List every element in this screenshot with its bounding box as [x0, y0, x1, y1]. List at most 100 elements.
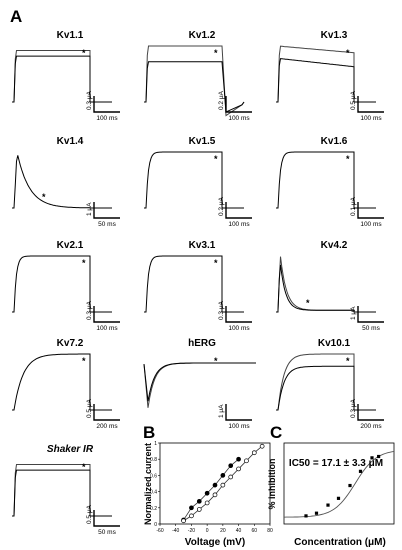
current-trace [276, 151, 376, 209]
scale-bar-current: 0.2 μA [218, 196, 225, 216]
scale-bar-time: 100 ms [360, 115, 382, 122]
scale-bar-current: 0.3 μA [218, 300, 225, 320]
scale-bar [225, 96, 252, 113]
ic50-annotation: IC50 = 17.1 ± 3.3 μM [289, 458, 383, 469]
gv-y-axis-label: Normalized current [143, 443, 153, 525]
current-trace [12, 155, 112, 209]
control-marker: * [346, 154, 350, 164]
scale-bar-current: 0.5 μA [86, 504, 93, 524]
gv-x-tick-label: 60 [252, 528, 258, 534]
scale-bar-time: 100 ms [96, 115, 118, 122]
current-trace [144, 255, 244, 313]
gv-curve-panel: -60 -40 -20 0 20 40 60 80 0 0.2 0.4 0.6 0.8 1 Voltage… [143, 441, 273, 548]
gv-x-tick-label: 80 [267, 528, 273, 534]
control-marker: * [346, 356, 350, 366]
current-trace [12, 50, 112, 103]
dose-response-panel: IC50 = 17.1 ± 3.3 μM Concentration (μM) … [267, 442, 395, 548]
scale-bar-time: 100 ms [228, 423, 250, 430]
inhibition-point [348, 483, 352, 488]
gv-x-tick-label: 40 [236, 528, 242, 534]
scale-bar [357, 202, 384, 219]
gv-y-tick-label: 0.6 [150, 473, 157, 479]
gv-y-tick-label: 0.8 [150, 457, 157, 463]
control-marker: * [82, 48, 86, 58]
scale-bar-time: 200 ms [96, 423, 118, 430]
scale-bar-time: 50 ms [98, 221, 116, 228]
gv-point-drug [220, 482, 226, 488]
control-marker: * [214, 154, 218, 164]
gv-point-drug [189, 513, 194, 519]
gv-point-control [212, 482, 218, 488]
gv-y-tick-label: 0.4 [150, 490, 157, 496]
scale-bar-current: 0.2 μA [218, 90, 225, 110]
trace-title: Kv1.3 [321, 30, 348, 41]
scale-bar-current: 1 μA [86, 202, 93, 216]
panel-label-a: A [10, 7, 22, 26]
gv-point-drug [244, 458, 249, 464]
inhibition-point [358, 469, 363, 473]
current-trace [12, 255, 112, 313]
scale-bar [93, 404, 120, 421]
trace-panel-kv14: Kv1.4 * 1 μA 50 ms [12, 136, 120, 228]
dose-data-points [283, 450, 395, 518]
gv-point-drug [236, 466, 241, 472]
inhibition-point [336, 496, 341, 500]
trace-title: Shaker IR [47, 444, 94, 455]
scale-bar-current: 0.3 μA [86, 300, 93, 320]
control-marker: * [346, 48, 350, 58]
inhibition-point [314, 511, 319, 515]
control-marker: * [42, 192, 46, 202]
trace-title: Kv1.6 [321, 136, 348, 147]
panel-label-b: B [143, 423, 155, 442]
scale-bar [93, 306, 120, 323]
gv-point-control [196, 498, 202, 504]
scale-bar-time: 50 ms [362, 325, 380, 332]
dose-y-axis-label: % inhibition [267, 459, 277, 510]
scale-bar [357, 96, 384, 113]
scale-bar-current: 0.1 μA [350, 196, 357, 216]
gv-x-axis-label: Voltage (mV) [185, 537, 245, 548]
scale-bar [225, 202, 252, 219]
scale-bar-current: 1 μA [350, 306, 357, 320]
gv-axes: -60 -40 -20 0 20 40 60 80 0 0.2 0.4 0.6 0.8 1 [150, 441, 273, 534]
gv-point-control [228, 463, 234, 469]
current-trace [144, 45, 245, 117]
trace-title: Kv2.1 [57, 240, 84, 251]
trace-title: Kv1.1 [57, 30, 84, 41]
gv-y-tick-label: 0 [154, 522, 157, 528]
trace-title: Kv7.2 [57, 338, 84, 349]
current-trace [143, 362, 256, 402]
scale-bar-time: 100 ms [228, 221, 250, 228]
gv-point-drug [181, 518, 186, 524]
scale-bar-current: 0.5 μA [350, 90, 357, 110]
scale-bar-time: 200 ms [360, 423, 382, 430]
current-trace [12, 353, 112, 411]
scale-bar-time: 100 ms [228, 325, 250, 332]
control-marker: * [82, 356, 86, 366]
trace-panel-kv42: Kv4.2 * 1 μA 50 ms [276, 240, 384, 332]
current-trace [276, 264, 376, 313]
inhibition-point [326, 503, 330, 507]
current-trace [12, 469, 112, 517]
dose-plot-frame [283, 442, 395, 525]
gv-fit-curve [183, 458, 239, 521]
current-trace [144, 151, 244, 209]
gv-x-tick-label: 0 [206, 528, 209, 534]
trace-title: Kv1.5 [189, 136, 216, 147]
trace-title: Kv3.1 [189, 240, 216, 251]
scale-bar-current: 0.5 μA [86, 398, 93, 418]
gv-x-tick-label: 20 [220, 528, 226, 534]
trace-title: Kv10.1 [318, 338, 351, 349]
control-marker: * [214, 258, 218, 268]
scale-bar-current: 0.3 μA [86, 90, 93, 110]
trace-title: Kv1.4 [57, 136, 84, 147]
hill-fit-curve [283, 450, 395, 518]
